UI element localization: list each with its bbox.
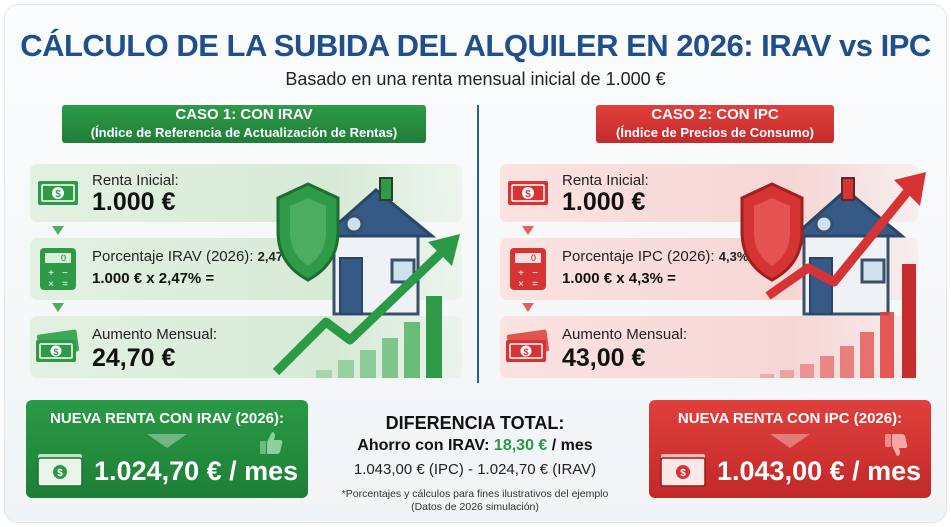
house-icon xyxy=(320,177,437,316)
case2-percent-value: 4,3% xyxy=(718,249,749,264)
svg-text:0: 0 xyxy=(531,253,536,263)
saving-unit: / mes xyxy=(551,437,593,454)
footnote: *Porcentajes y cálculos para fines ilust… xyxy=(300,488,650,514)
case2-increase-value: 43,00 € xyxy=(562,344,646,372)
money-stack-icon: $ xyxy=(506,329,550,362)
svg-text:$: $ xyxy=(523,347,528,357)
saving-amount: 18,30 € xyxy=(493,437,548,454)
calculator-icon: 0 + − × = xyxy=(510,248,546,290)
svg-text:−: − xyxy=(62,268,68,279)
svg-text:=: = xyxy=(62,279,68,290)
case1-initial-value: 1.000 € xyxy=(92,188,176,216)
page-subtitle: Basado en una renta mensual inicial de 1… xyxy=(285,69,666,89)
footnote-line2: (Datos de 2026 simulación) xyxy=(411,501,539,513)
svg-text:0: 0 xyxy=(61,253,66,263)
case2-result-title: NUEVA RENTA CON IPC (2026): xyxy=(677,410,903,427)
difference-saving: Ahorro con IRAV: 18,30 € / mes xyxy=(330,437,620,455)
thumbs-up-icon xyxy=(260,432,283,454)
footnote-line1: *Porcentajes y cálculos para fines ilust… xyxy=(341,488,609,500)
case2-calc: 1.000 € x 4,3% = xyxy=(562,270,676,287)
case2-result-value: 1.043,00 € / mes xyxy=(717,456,922,486)
case2-initial-value: 1.000 € xyxy=(562,188,646,216)
arrow-down-icon xyxy=(770,434,810,448)
money-stack-icon: $ xyxy=(37,454,83,487)
svg-text:+: + xyxy=(518,268,524,279)
house-icon xyxy=(790,177,907,316)
growth-bars xyxy=(316,296,442,378)
money-icon: $ xyxy=(508,181,548,205)
svg-text:$: $ xyxy=(57,468,63,479)
thumbs-down-icon xyxy=(885,434,908,456)
case1-tag: CASO 1: CON IRAV (Índice de Referencia d… xyxy=(62,105,426,143)
arrow-down-icon xyxy=(147,434,187,448)
svg-text:$: $ xyxy=(525,189,531,200)
svg-text:+: + xyxy=(48,268,54,279)
svg-text:×: × xyxy=(518,279,524,290)
house-growth-illustration xyxy=(272,177,460,378)
money-icon: $ xyxy=(38,181,78,205)
case2-initial-label: Renta Inicial: xyxy=(562,172,649,189)
svg-text:=: = xyxy=(532,279,538,290)
page-title: CÁLCULO DE LA SUBIDA DEL ALQUILER EN 202… xyxy=(20,28,931,63)
arrow-down-icon xyxy=(52,303,64,312)
difference-formula: 1.043,00 € (IPC) - 1.024,70 € (IRAV) xyxy=(353,461,597,478)
money-stack-icon: $ xyxy=(36,329,80,362)
svg-text:$: $ xyxy=(53,347,58,357)
svg-text:−: − xyxy=(532,268,538,279)
case1-result-title: NUEVA RENTA CON IRAV (2026): xyxy=(50,410,284,427)
case1-result-box: NUEVA RENTA CON IRAV (2026): $ 1.024,70 … xyxy=(26,400,308,498)
calculator-icon: 0 + − × = xyxy=(40,248,76,290)
arrow-down-icon xyxy=(52,226,64,235)
saving-label: Ahorro con IRAV: xyxy=(357,437,490,454)
money-stack-icon: $ xyxy=(660,454,706,487)
case2-tag-title: CASO 2: CON IPC xyxy=(651,106,779,123)
case1-increase-value: 24,70 € xyxy=(92,344,176,372)
case2-result-box: NUEVA RENTA CON IPC (2026): $ 1.043,00 €… xyxy=(649,400,931,498)
shield-icon xyxy=(740,182,804,282)
case1-initial-label: Renta Inicial: xyxy=(92,172,179,189)
shield-icon xyxy=(276,182,340,282)
case2-increase-label: Aumento Mensual: xyxy=(562,326,688,343)
case1-result-value: 1.024,70 € / mes xyxy=(94,456,299,486)
svg-text:×: × xyxy=(48,279,54,290)
growth-bars xyxy=(760,264,916,378)
case2-percent-label-text: Porcentaje IPC (2026): xyxy=(562,248,715,265)
case1-tag-title: CASO 1: CON IRAV xyxy=(175,106,313,123)
case1-tag-subtitle: (Índice de Referencia de Actualización d… xyxy=(90,125,398,140)
case1-percent-label-text: Porcentaje IRAV (2026): xyxy=(92,248,254,265)
center-divider xyxy=(477,105,479,383)
svg-text:$: $ xyxy=(55,189,61,200)
case2-tag: CASO 2: CON IPC (Índice de Precios de Co… xyxy=(596,105,834,143)
arrow-down-icon xyxy=(522,226,534,235)
svg-text:$: $ xyxy=(680,468,686,479)
house-growth-illustration xyxy=(740,172,926,378)
case1-calc: 1.000 € x 2,47% = xyxy=(92,270,215,287)
arrow-down-icon xyxy=(522,303,534,312)
trend-up-arrow-icon xyxy=(765,172,926,300)
trend-up-arrow-icon xyxy=(272,234,460,376)
case2-percent-label: Porcentaje IPC (2026): 4,3% xyxy=(562,248,748,265)
difference-title: DIFERENCIA TOTAL: xyxy=(385,413,565,433)
case1-increase-label: Aumento Mensual: xyxy=(92,326,218,343)
case2-tag-subtitle: (Índice de Precios de Consumo) xyxy=(616,125,814,140)
case1-percent-label: Porcentaje IRAV (2026): 2,47% xyxy=(92,248,295,265)
